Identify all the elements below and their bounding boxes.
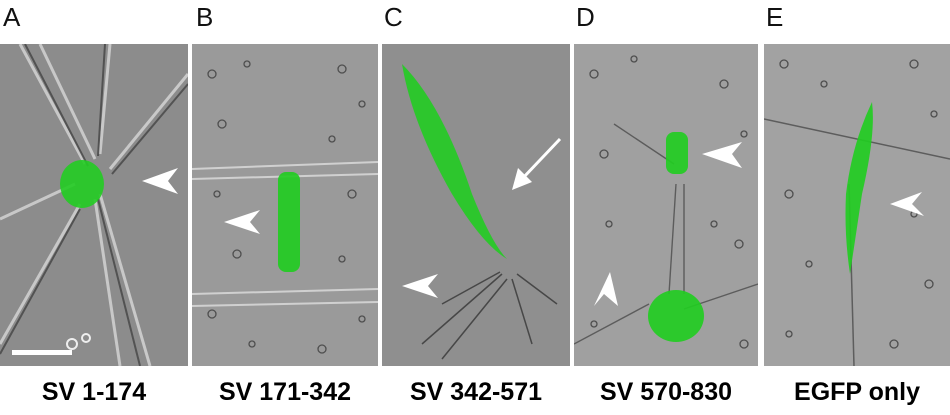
panel-letter-d: D (576, 2, 595, 32)
caption-d: SV 570-830 (599, 378, 733, 406)
panel-letter-a: A (3, 2, 21, 32)
arrow-marker (512, 168, 532, 190)
micrograph-panel-e (764, 44, 950, 366)
micrograph-a-image (0, 44, 188, 366)
caption-c: SV 342-571 (409, 378, 543, 406)
scale-bar (12, 350, 72, 355)
fluorescent-cell-top (666, 132, 688, 174)
micrograph-d-image (574, 44, 758, 366)
caption-a: SV 1-174 (41, 378, 147, 406)
panel-letter-e: E (766, 2, 784, 32)
arrowhead-marker (890, 192, 924, 216)
arrowhead-marker (702, 142, 742, 168)
fluorescent-cell (60, 160, 104, 208)
micrograph-panel-a (0, 44, 188, 366)
caption-b: SV 171-342 (218, 378, 352, 406)
arrowhead-marker (224, 210, 260, 234)
caption-e: EGFP only (794, 378, 920, 406)
micrograph-panel-b (192, 44, 378, 366)
micrograph-panel-c (382, 44, 570, 366)
micrograph-panel-d (574, 44, 758, 366)
fluorescent-cell-bottom (648, 290, 704, 342)
fluorescent-cell (402, 64, 507, 259)
arrowhead-marker (142, 168, 178, 194)
fluorescent-cell (278, 172, 300, 272)
panel-letter-c: C (384, 2, 403, 32)
arrowhead-marker (594, 272, 618, 306)
arrowhead-marker (402, 274, 438, 298)
micrograph-e-image (764, 44, 950, 366)
fluorescent-cell (845, 102, 873, 274)
micrograph-c-image (382, 44, 570, 366)
micrograph-b-image (192, 44, 378, 366)
panel-letter-b: B (196, 2, 214, 32)
